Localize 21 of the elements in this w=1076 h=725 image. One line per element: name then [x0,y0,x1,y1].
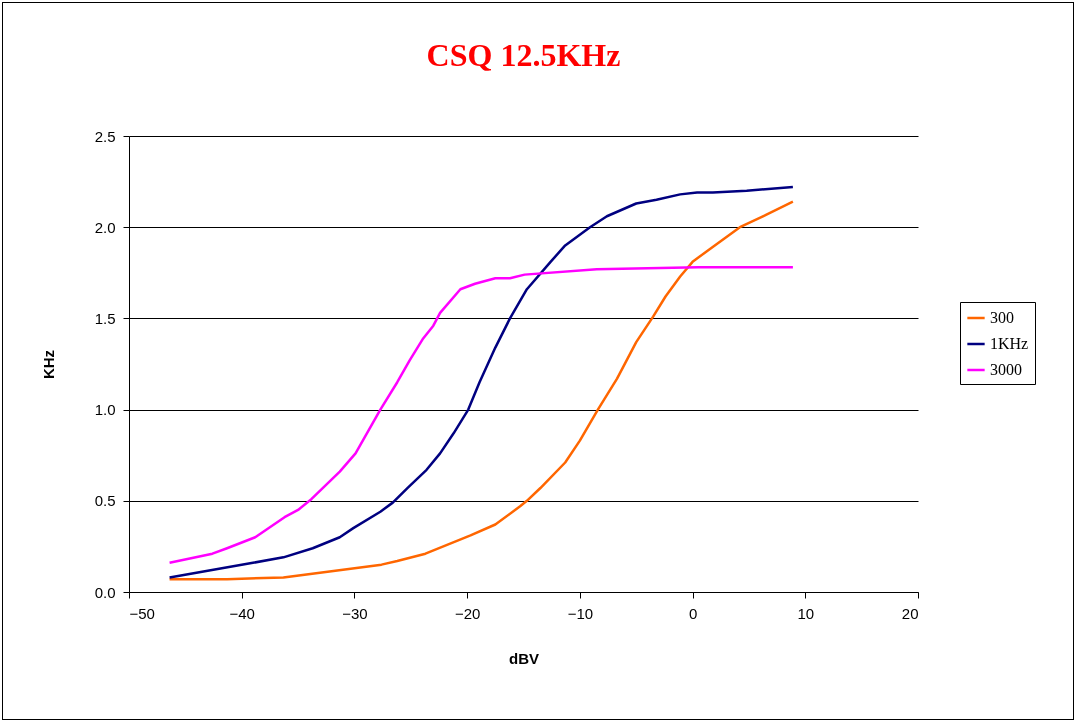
y-tick-label: 2.0 [94,218,116,236]
x-tick-label: 10 [797,604,815,622]
x-tick-label: −30 [342,604,368,622]
line-series [168,266,795,565]
chart-title: CSQ 12.5KHz [426,37,621,73]
x-axis-title: dBV [509,649,539,667]
x-tick-label: −40 [229,604,255,622]
x-tick-label: −50 [129,604,155,622]
x-tick-label: 0 [688,604,698,622]
legend-label: 3000 [990,361,1022,378]
y-tick-label: 2.5 [94,127,116,145]
x-tick-label: −20 [454,604,481,622]
legend-label: 1KHz [990,335,1029,352]
y-axis-title: KHz [39,349,57,380]
x-tick-label: 20 [901,604,919,622]
legend-label: 300 [990,309,1014,326]
y-tick-label: 1.5 [94,309,116,327]
x-tick-label: −10 [567,604,594,622]
y-tick-label: 0.0 [94,583,116,601]
y-tick-label: 1.0 [94,401,116,419]
y-tick-label: 0.5 [94,492,116,510]
